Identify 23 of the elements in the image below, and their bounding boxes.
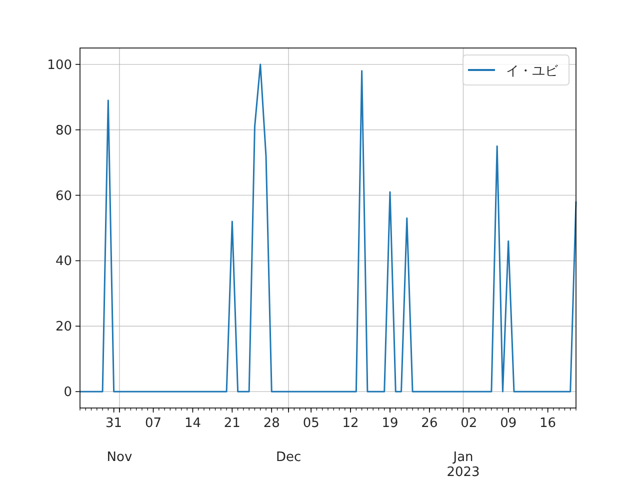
x-tick-label: 28 — [263, 416, 280, 431]
x-tick-label: 21 — [224, 416, 240, 431]
y-tick-label: 0 — [64, 385, 72, 400]
x-tick-label: 02 — [460, 416, 478, 431]
y-tick-label: 60 — [55, 188, 72, 204]
x-tick-label: 07 — [145, 416, 162, 431]
x-tick-label: 19 — [382, 416, 398, 431]
month-label: Nov — [106, 450, 132, 465]
legend-label: イ・ユビ — [506, 64, 559, 79]
x-tick-label: 05 — [302, 416, 320, 431]
month-label: Dec — [276, 450, 302, 465]
y-tick-label: 40 — [55, 254, 72, 270]
month-label: Jan 2023 — [446, 450, 480, 480]
x-tick-label: 26 — [421, 416, 438, 431]
y-tick-label: 100 — [47, 58, 72, 73]
x-tick-label: 09 — [500, 416, 517, 431]
x-tick-label: 31 — [106, 416, 122, 431]
x-tick-label: 14 — [184, 416, 201, 431]
x-tick-label: 16 — [540, 416, 556, 431]
y-tick-label: 80 — [55, 123, 72, 138]
legend: イ・ユビ — [462, 54, 570, 86]
y-tick-label: 20 — [55, 320, 72, 335]
x-tick-label: 12 — [342, 416, 359, 431]
